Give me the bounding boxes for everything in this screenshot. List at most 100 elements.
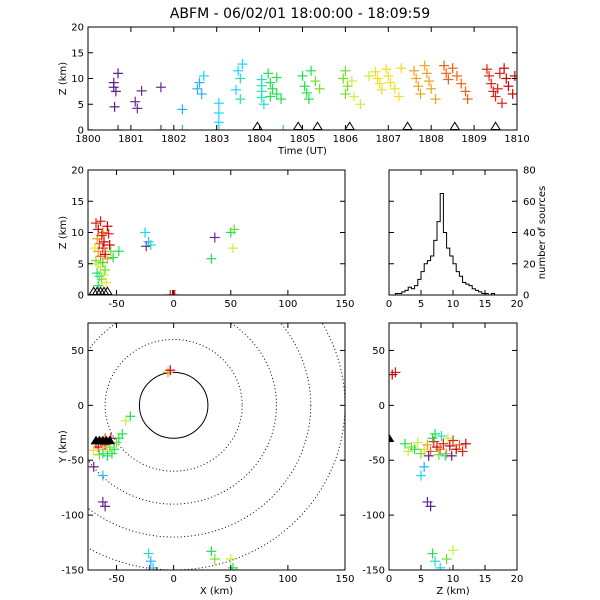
plan-view-source-point (109, 444, 120, 455)
z-y-view-source-point (425, 446, 436, 457)
z-y-view-source-point (460, 438, 471, 449)
z-y-view-xlabel: Z (km) (436, 586, 469, 597)
x-height-ytick-label: 0 (78, 291, 84, 302)
time-height-source-point (374, 78, 385, 89)
plan-view-source-point (102, 450, 113, 461)
x-height-source-point (108, 252, 119, 263)
x-height-source-point (165, 290, 176, 295)
time-height-source-point (381, 64, 392, 75)
x-height-ytick-label: 5 (78, 259, 84, 270)
z-y-view-xtick-label: 15 (479, 574, 492, 585)
time-height-source-point (421, 68, 432, 79)
z-histogram-ytick-label: 60 (523, 197, 536, 208)
time-height-source-point (492, 83, 503, 94)
time-height-source-point (237, 59, 248, 70)
time-height-source-point (456, 78, 467, 89)
time-height-source-point (299, 81, 310, 92)
time-height-xtick-label: 1809 (461, 134, 486, 145)
time-height-source-point (310, 76, 321, 87)
time-height-source-point (490, 91, 501, 102)
time-height-source-point (108, 82, 119, 93)
plan-view-source-point (120, 415, 131, 426)
z-histogram-ytick-label: 80 (523, 166, 536, 177)
z-y-view-source-point (409, 444, 420, 455)
plan-view-ytick-label: 50 (71, 346, 84, 357)
time-height-source-point (271, 72, 282, 83)
plan-view-xtick-label: 150 (335, 574, 354, 585)
time-height-source-point (481, 64, 492, 75)
plan-view-source-point (235, 567, 238, 570)
time-height-station-marker (490, 121, 501, 130)
time-height-xtick-label: 1805 (290, 134, 315, 145)
z-y-view-source-point (416, 470, 426, 481)
z-y-view-xtick-label: 20 (511, 574, 524, 585)
x-height-panel: -50 0 50 100 150 0 5 10 15 20 Z (km) (58, 166, 355, 311)
plan-view-xtick-label: 50 (224, 574, 237, 585)
z-y-view-source-point (430, 556, 441, 567)
z-y-view-source-point (433, 449, 444, 460)
z-y-view-xtick-label: 10 (447, 574, 460, 585)
z-histogram-frame (388, 169, 518, 296)
time-height-source-point (411, 73, 422, 84)
time-height-source-point (301, 87, 312, 98)
plan-view-source-point (165, 365, 176, 376)
chart-panels: 1800 1801 1802 1803 1804 1805 1806 1807 1808 1809… (58, 23, 548, 598)
time-height-source-point (383, 70, 394, 81)
x-height-source-point (104, 240, 115, 250)
time-height-source-point (233, 65, 244, 76)
x-height-source-point (100, 249, 111, 260)
z-y-view-ytick-label: -100 (362, 511, 385, 522)
time-height-source-point (235, 94, 246, 105)
z-y-view-source-point (446, 450, 457, 461)
time-height-source-point (110, 86, 121, 97)
plan-view-range-ring (138, 371, 209, 439)
z-y-view-source-point (441, 554, 452, 565)
time-height-source-point (155, 82, 166, 93)
time-height-source-point (396, 63, 407, 74)
time-height-source-point (132, 103, 143, 114)
plan-view-ytick-label: 0 (78, 401, 84, 412)
z-y-view-xtick-label: 0 (386, 574, 392, 585)
x-height-xtick-label: 50 (224, 299, 237, 310)
plan-view-source-point (88, 445, 99, 456)
z-y-view-ytick-label: -150 (362, 566, 385, 577)
time-height-source-point (486, 78, 497, 89)
time-height-xtick-label: 1810 (504, 134, 529, 145)
time-height-panel: 1800 1801 1802 1803 1804 1805 1806 1807 1808 1809… (58, 23, 530, 158)
z-y-view-source-point (427, 433, 438, 444)
z-histogram-xtick-label: 20 (511, 299, 524, 310)
plan-view-marks (88, 323, 345, 570)
z-histogram-histogram-steps (389, 192, 517, 295)
plan-view-source-point (143, 548, 154, 559)
time-height-source-point (306, 65, 317, 76)
plan-view-ytick-label: -150 (61, 566, 84, 577)
x-height-source-point (95, 251, 106, 262)
x-height-source-point (97, 243, 108, 254)
time-height-source-point (265, 91, 276, 102)
z-y-view-source-point (454, 439, 465, 450)
z-y-view-source-point (438, 438, 449, 449)
time-height-source-point (177, 125, 188, 130)
z-y-view-marks (389, 367, 471, 570)
plan-view-range-ring (104, 338, 243, 472)
plan-view-ytick-label: -100 (61, 511, 84, 522)
z-histogram-xtick-label: 15 (479, 299, 492, 310)
time-height-source-point (340, 65, 351, 76)
time-height-source-point (499, 63, 510, 74)
time-height-source-point (488, 86, 499, 97)
time-height-source-point (462, 94, 473, 105)
time-height-source-point (303, 94, 314, 105)
z-y-view-source-point (430, 428, 441, 439)
time-height-source-point (460, 86, 471, 97)
z-histogram-ytick-label: 0 (523, 291, 529, 302)
time-height-source-point (447, 63, 458, 74)
time-height-ylabel: Z (km) (58, 62, 69, 95)
x-height-source-point (100, 265, 111, 275)
z-y-view-source-point (435, 562, 446, 570)
time-height-source-point (348, 91, 359, 102)
time-height-source-point (258, 99, 269, 110)
z-y-view-source-point (449, 567, 451, 570)
x-height-source-point (229, 224, 240, 235)
time-height-station-marker (292, 121, 304, 130)
